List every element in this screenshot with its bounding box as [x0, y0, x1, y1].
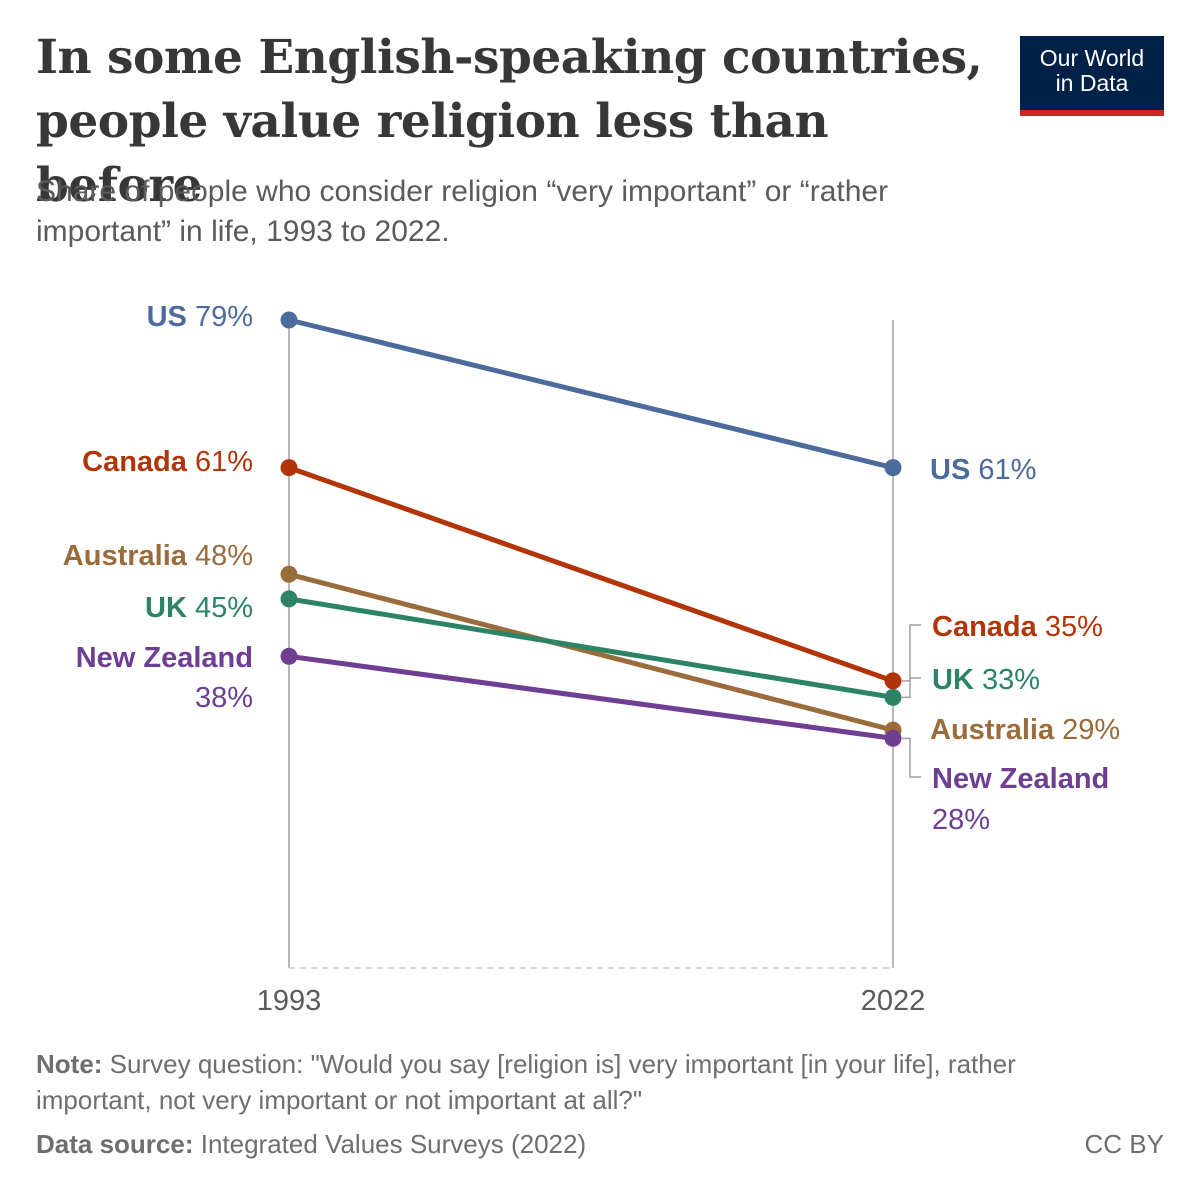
- label-canada-1993-percent: 61%: [187, 446, 253, 478]
- label-new-zealand-1993-percent: 38%: [195, 682, 253, 714]
- label-us-1993: US 79%: [147, 301, 253, 333]
- point-canada-1993: [280, 459, 298, 477]
- chart-source: Data source: Integrated Values Surveys (…: [36, 1126, 1164, 1162]
- label-connector-new-zealand: [902, 737, 921, 778]
- note-label: Note:: [36, 1049, 103, 1079]
- label-uk-2022-name: UK: [932, 664, 974, 696]
- label-australia-1993-name: Australia: [63, 540, 188, 572]
- label-uk-1993-percent: 45%: [187, 592, 253, 624]
- label-new-zealand-1993-value: 38%: [195, 682, 253, 714]
- label-connector-uk: [902, 677, 921, 699]
- label-australia-2022: Australia 29%: [930, 714, 1120, 746]
- license-link[interactable]: CC BY: [1084, 1129, 1164, 1159]
- label-connector-canada: [902, 624, 921, 682]
- label-canada-2022-percent: 35%: [1037, 611, 1103, 643]
- series-line-australia: [288, 571, 894, 733]
- label-us-2022-name: US: [930, 454, 970, 486]
- point-us-2022: [884, 459, 902, 477]
- note-text: Survey question: "Would you say [religio…: [36, 1049, 1016, 1115]
- label-new-zealand-1993: New Zealand: [76, 642, 253, 674]
- series-line-us: [288, 317, 894, 471]
- label-uk-2022-percent: 33%: [974, 664, 1040, 696]
- series-line-new-zealand: [288, 653, 894, 741]
- source-label: Data source:: [36, 1129, 194, 1159]
- chart-subtitle: Share of people who consider religion “v…: [36, 175, 889, 248]
- series-line-uk: [288, 596, 894, 700]
- x-tick-label-2022: 2022: [861, 985, 926, 1017]
- label-australia-1993: Australia 48%: [63, 540, 253, 572]
- owid-logo[interactable]: Our World in Data: [1020, 36, 1164, 116]
- label-australia-2022-name: Australia: [930, 714, 1055, 746]
- point-australia-1993: [280, 565, 298, 583]
- label-canada-1993: Canada 61%: [82, 446, 253, 478]
- point-new-zealand-1993: [280, 647, 298, 665]
- label-canada-1993-name: Canada: [82, 446, 188, 478]
- point-new-zealand-2022: [884, 729, 902, 747]
- point-canada-2022: [884, 672, 902, 690]
- logo-line-1: Our World: [1039, 45, 1145, 71]
- label-new-zealand-1993-name: New Zealand: [76, 642, 253, 674]
- label-us-2022-percent: 61%: [970, 454, 1036, 486]
- label-us-1993-percent: 79%: [187, 301, 253, 333]
- point-us-1993: [280, 311, 298, 329]
- series-line-canada: [288, 465, 894, 684]
- label-uk-2022: UK 33%: [932, 664, 1040, 696]
- label-new-zealand-2022: New Zealand: [932, 763, 1109, 795]
- label-uk-1993: UK 45%: [145, 592, 253, 624]
- label-new-zealand-2022-value: 28%: [932, 804, 990, 836]
- logo-line-2: in Data: [1055, 70, 1129, 96]
- label-new-zealand-2022-name: New Zealand: [932, 763, 1109, 795]
- label-australia-2022-percent: 29%: [1054, 714, 1120, 746]
- label-us-1993-name: US: [147, 301, 187, 333]
- source-text: Integrated Values Surveys (2022): [200, 1129, 587, 1159]
- label-canada-2022-name: Canada: [932, 611, 1038, 643]
- point-uk-1993: [280, 590, 298, 608]
- chart-title: In some English-speaking countries, peop…: [36, 30, 983, 213]
- label-new-zealand-2022-percent: 28%: [932, 804, 990, 836]
- point-uk-2022: [884, 688, 902, 706]
- label-australia-1993-percent: 48%: [187, 540, 253, 572]
- label-us-2022: US 61%: [930, 454, 1036, 486]
- x-tick-label-1993: 1993: [257, 985, 322, 1017]
- chart-note: Note: Survey question: "Would you say [r…: [36, 1046, 1046, 1118]
- label-canada-2022: Canada 35%: [932, 611, 1103, 643]
- label-uk-1993-name: UK: [145, 592, 187, 624]
